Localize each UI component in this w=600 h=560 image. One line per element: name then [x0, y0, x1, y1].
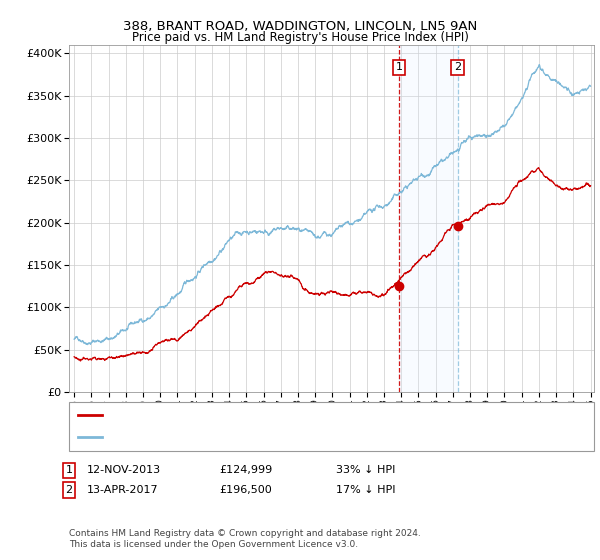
Text: 1: 1	[65, 465, 73, 475]
Text: 33% ↓ HPI: 33% ↓ HPI	[336, 465, 395, 475]
Text: Price paid vs. HM Land Registry's House Price Index (HPI): Price paid vs. HM Land Registry's House …	[131, 31, 469, 44]
Text: HPI: Average price, detached house, North Kesteven: HPI: Average price, detached house, Nort…	[106, 432, 379, 442]
Bar	[399, 45, 458, 392]
Text: 1: 1	[395, 62, 403, 72]
Text: £196,500: £196,500	[219, 485, 272, 495]
Text: 17% ↓ HPI: 17% ↓ HPI	[336, 485, 395, 495]
Text: 2: 2	[65, 485, 73, 495]
Text: Contains HM Land Registry data © Crown copyright and database right 2024.
This d: Contains HM Land Registry data © Crown c…	[69, 529, 421, 549]
Text: £124,999: £124,999	[219, 465, 272, 475]
Text: 13-APR-2017: 13-APR-2017	[87, 485, 158, 495]
Text: 12-NOV-2013: 12-NOV-2013	[87, 465, 161, 475]
Text: 388, BRANT ROAD, WADDINGTON, LINCOLN, LN5 9AN: 388, BRANT ROAD, WADDINGTON, LINCOLN, LN…	[123, 20, 477, 32]
Text: 388, BRANT ROAD, WADDINGTON, LINCOLN, LN5 9AN (detached house): 388, BRANT ROAD, WADDINGTON, LINCOLN, LN…	[106, 410, 480, 421]
Text: 2: 2	[454, 62, 461, 72]
